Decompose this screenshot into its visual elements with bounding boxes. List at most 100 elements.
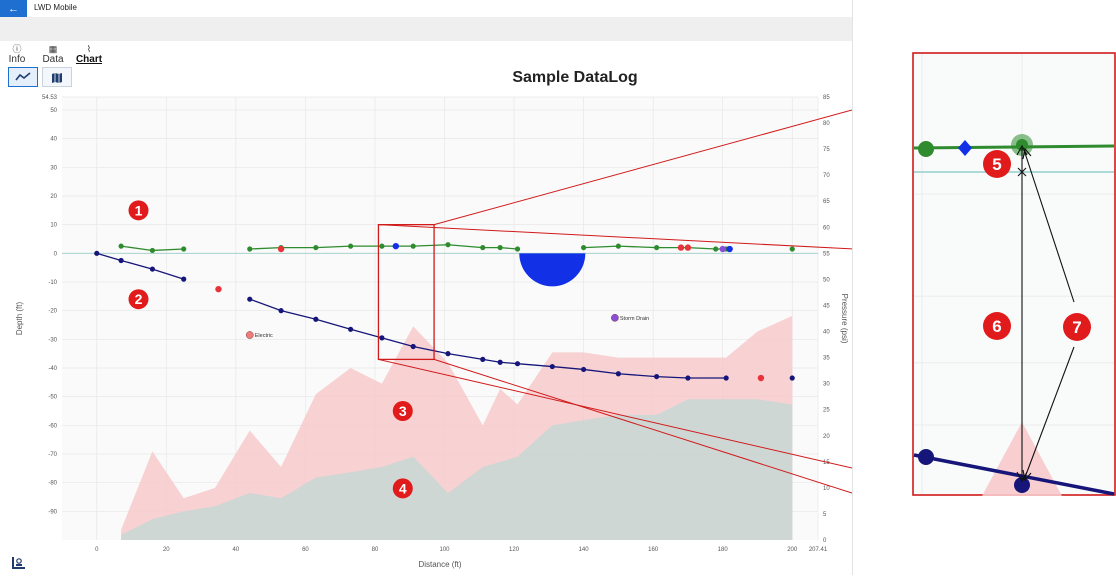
navy-data-point [723,375,729,381]
zoom-blue-marker [958,140,972,156]
navy-data-point [480,356,486,362]
y2-tick-label: 70 [823,173,830,179]
grid-icon: ▦ [48,44,58,54]
x-tick-label: 80 [372,547,379,553]
map-view-button[interactable] [42,67,72,87]
arrow-head [1022,469,1032,482]
y2-tick-label: 75 [823,147,830,153]
callout-badge [128,200,149,221]
chart-title: Sample DataLog [512,69,638,86]
green-data-point [118,243,124,249]
navy-data-point [247,296,253,302]
green-data-point [480,244,486,251]
y-tick-label: -40 [48,366,57,372]
x-tick-label: 207.41 [809,547,828,553]
callout-badge [128,289,149,310]
red-marker [277,245,285,253]
measure-line-7a [1023,149,1075,303]
navy-data-point [379,335,385,341]
y-tick-label: 40 [50,137,57,143]
y2-tick-label: 50 [823,277,830,283]
navy-data-point [278,308,284,314]
tab-data[interactable]: ▦ Data [36,44,70,68]
y-tick-label: -90 [48,509,57,515]
y-tick-label: -80 [48,481,57,487]
chart-settings-button[interactable] [10,556,28,572]
y2-tick-label: 45 [823,303,830,309]
navy-data-point [313,316,319,322]
navy-series-line [96,252,184,280]
navy-data-point [685,375,691,381]
tab-chart-label: Chart [75,54,103,65]
zoom-connector-line [378,224,852,250]
y2-tick-label: 30 [823,382,830,388]
y-tick-label: 30 [50,165,57,171]
purple-marker [611,313,619,322]
y2-axis-label: Pressure (psi) [840,294,849,344]
marker-label: Storm Drain [620,316,649,322]
zoom-green-point [918,141,934,157]
zoom-region-box [377,224,435,361]
zoom-navy-line [913,453,1115,496]
green-data-point [247,246,253,252]
y2-tick-label: 0 [823,538,827,544]
green-data-point [654,244,660,251]
zoom-navy-point [918,449,934,465]
y-tick-label: 50 [50,108,57,114]
x-tick-label: 60 [302,547,309,553]
green-data-point [379,243,385,249]
zoom-connector-line [433,358,852,494]
navy-data-point [580,366,587,373]
view-toggle-group [8,67,72,87]
zoom-callout-number: 5 [992,155,1001,174]
y2-tick-label: 85 [823,95,830,101]
y-tick-label: -50 [48,395,57,401]
zoom-callout-badge [983,312,1011,340]
y-tick-label: 10 [50,223,57,229]
red-marker [677,244,685,251]
blue-marker [726,245,733,253]
info-icon: ⓘ [12,44,22,54]
tab-info[interactable]: ⓘ Info [0,44,34,68]
navy-series-line [249,298,727,379]
tab-chart[interactable]: ⌇ Chart [72,44,106,68]
red-marker [757,374,765,382]
zoom-connector-line [378,358,852,469]
back-button[interactable]: ← [0,0,27,17]
x-axis-label: Distance (ft) [418,560,461,569]
navy-data-point [181,276,187,282]
blue-marker [392,242,400,250]
zoom-navy-point [1014,477,1030,493]
command-bar [0,17,852,41]
red-marker [684,244,692,251]
callout-badge [392,400,413,421]
green-data-point [445,242,451,248]
tab-data-label: Data [42,54,64,65]
y-tick-label: 54.53 [42,95,58,101]
arrow-head [1016,144,1028,156]
green-data-point [149,247,156,254]
zoom-callout-number: 7 [1072,318,1081,337]
zoom-inset-frame [912,52,1116,496]
navy-data-point [410,343,416,350]
y-axis-label: Depth (ft) [15,301,24,335]
x-tick-label: 160 [648,547,659,553]
callout-badge [392,478,413,499]
y2-tick-label: 80 [823,121,830,127]
chart-canvas: 0 20 40 60 80 100 120 140 160 180 200 207.4154.5350… [15,95,852,569]
red-marker [215,285,222,293]
zoom-inset: 5 6 7 [912,52,1116,496]
y2-tick-label: 55 [823,251,830,257]
x-tick-label: 0 [95,547,99,553]
green-data-point [789,246,795,252]
utility-semicircle-marker [519,253,586,287]
title-bar: ← LWD Mobile [0,0,852,17]
line-chart-view-button[interactable] [8,67,38,87]
arrow-head [1022,147,1032,160]
y2-tick-label: 15 [823,460,830,466]
y-tick-label: -60 [48,423,57,429]
tab-info-label: Info [8,54,26,65]
salmon-marker [245,331,254,339]
navy-data-point [654,373,660,380]
navy-data-point [348,326,354,332]
